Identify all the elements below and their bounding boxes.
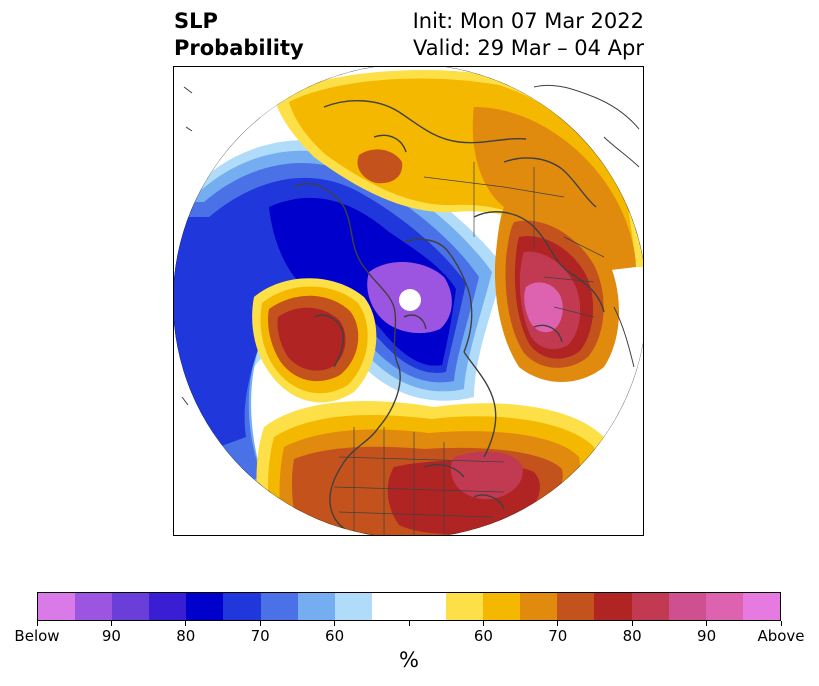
colorbar-tick [706,621,708,626]
map-panel [173,66,644,536]
chart-title-right: Init: Mon 07 Mar 2022 Valid: 29 Mar – 04… [413,8,644,62]
above-region-europe-peak [524,282,563,333]
colorbar-tick [334,621,336,626]
colorbar-tick [631,621,633,626]
colorbar-tick-label: 70 [548,627,568,645]
colorbar-tick-label: 60 [473,627,493,645]
colorbar-tick [36,621,38,626]
colorbar-segment [668,593,706,620]
colorbar-segment [520,593,558,620]
init-date: Init: Mon 07 Mar 2022 [412,9,644,33]
colorbar-segment [594,593,632,620]
probability-map [174,67,643,535]
colorbar-segment [705,593,743,620]
colorbar-segment [149,593,187,620]
above-region-pacific-deep [277,307,346,371]
colorbar-tick [482,621,484,626]
colorbar-segment [408,593,447,620]
pole-hole [399,289,421,311]
colorbar [37,592,781,621]
chart-title-left: SLP Probability [174,8,304,62]
title-field: Probability [174,36,304,60]
colorbar-tick [408,621,410,626]
colorbar-segment [742,593,780,620]
colorbar-segment [38,593,76,620]
coastlines [293,99,605,535]
colorbar-tick-label: 90 [101,627,121,645]
above-region-north-med [472,107,636,272]
colorbar-tick [259,621,261,626]
colorbar-units: % [399,648,419,672]
title-variable: SLP [174,9,218,33]
colorbar-tick-label: 80 [622,627,642,645]
colorbar-segment [260,593,298,620]
colorbar-tick-label: 70 [250,627,270,645]
colorbar-segment [446,593,484,620]
colorbar-tick-label: 80 [176,627,196,645]
colorbar-tick [557,621,559,626]
colorbar-segment [483,593,521,620]
colorbar-tick-label: 60 [325,627,345,645]
colorbar-tick-label: Above [757,627,805,645]
corner-coastlines [181,84,640,406]
colorbar-segment [631,593,669,620]
above-region-america-extreme [450,451,523,500]
valid-range: Valid: 29 Mar – 04 Apr [413,36,644,60]
colorbar-segment [186,593,224,620]
colorbar-segment [223,593,261,620]
colorbar-segment [334,593,372,620]
political-borders [333,162,605,535]
colorbar-tick [780,621,782,626]
colorbar-tick-label: Below [14,627,60,645]
colorbar-segment [557,593,595,620]
colorbar-segment [112,593,150,620]
colorbar-tick [185,621,187,626]
colorbar-segment [371,593,409,620]
colorbar-tick-label: 90 [697,627,717,645]
colorbar-tick [110,621,112,626]
above-region-north-strong [357,149,403,184]
colorbar-segment [75,593,113,620]
colorbar-segment [297,593,335,620]
